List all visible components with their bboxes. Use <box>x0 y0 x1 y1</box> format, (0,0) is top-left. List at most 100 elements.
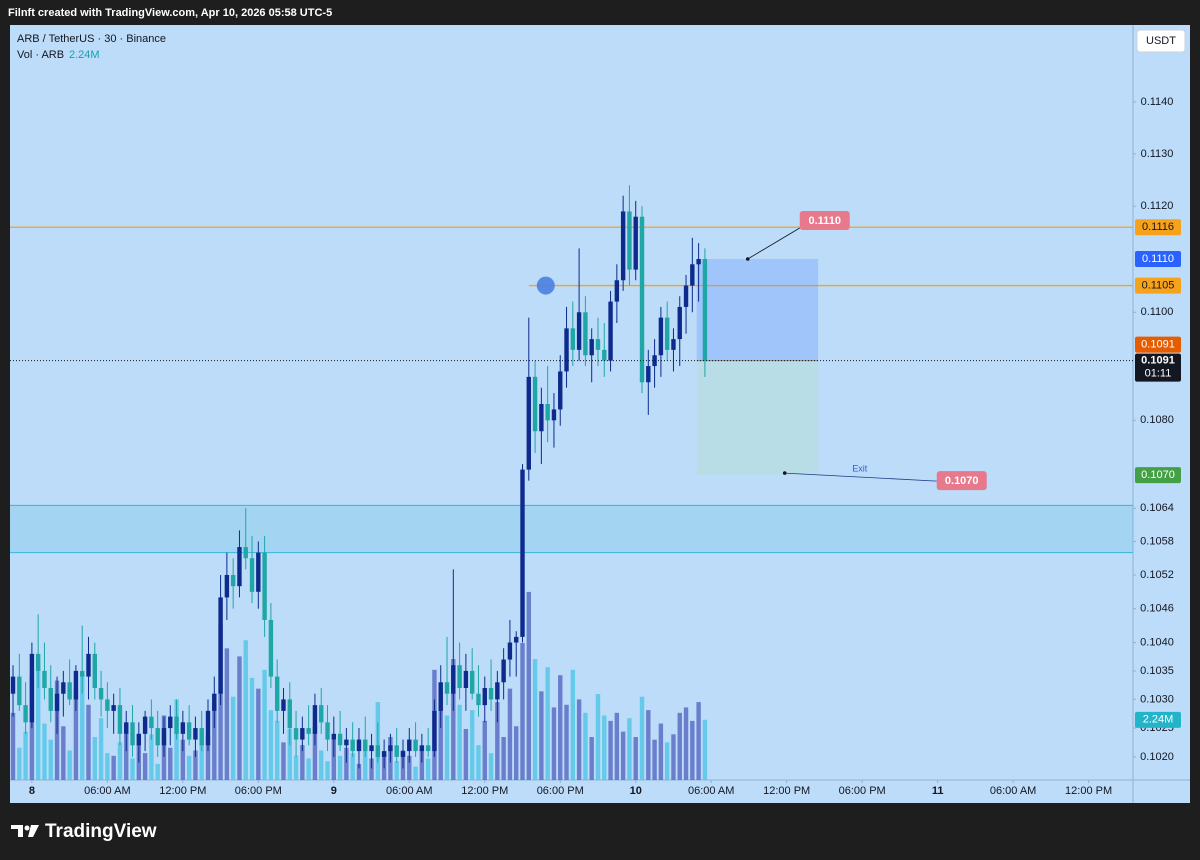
volume-bar <box>482 720 487 780</box>
volume-bar <box>394 761 399 780</box>
volume-bar <box>671 734 676 780</box>
volume-bar <box>551 707 557 780</box>
candle-body <box>570 328 576 350</box>
volume-bar <box>48 739 53 780</box>
volume-bar <box>73 688 79 780</box>
volume-bar <box>237 656 242 780</box>
candle-body <box>281 699 286 711</box>
footer-brand: TradingView <box>45 821 157 842</box>
volume-bar <box>350 753 355 780</box>
stop-tag <box>1135 467 1181 484</box>
candle-body <box>514 636 519 643</box>
volume-bar <box>501 737 506 780</box>
volume-bar <box>583 712 588 780</box>
position-stop <box>696 360 819 476</box>
candle-body <box>111 705 116 711</box>
volume-bar <box>451 659 456 780</box>
candle-body <box>690 264 695 286</box>
candle-body <box>42 670 47 688</box>
volume-bar <box>683 707 689 780</box>
x-tick-label: 06:00 PM <box>235 785 282 797</box>
candle-body <box>54 693 60 711</box>
currency-box[interactable] <box>1136 29 1186 53</box>
candle-body <box>130 722 135 746</box>
candle-body <box>545 403 550 421</box>
volume-bar <box>35 664 41 780</box>
callout-box <box>936 471 987 491</box>
candle-body <box>287 699 292 729</box>
volume-bar <box>193 750 198 780</box>
candle-body <box>67 682 72 700</box>
candle-body <box>23 705 28 723</box>
y-tick-label: 0.1035 <box>1140 665 1174 677</box>
candle-body <box>337 733 343 746</box>
volume-tag <box>1135 711 1181 728</box>
volume-bar <box>602 715 607 780</box>
candle-body <box>507 642 513 660</box>
volume-bar <box>507 688 513 780</box>
candle-body <box>180 722 186 734</box>
volume-bar <box>608 720 613 780</box>
candle-body <box>161 728 167 746</box>
volume-bar <box>174 699 179 780</box>
candle-body <box>92 653 97 688</box>
candle-body <box>375 745 381 757</box>
x-tick-label: 8 <box>29 785 35 797</box>
candle-body <box>300 728 305 740</box>
candle-body <box>614 280 620 302</box>
candle-body <box>10 676 16 694</box>
candle-body <box>256 552 261 592</box>
candle-body <box>539 403 544 432</box>
candle-body <box>532 376 538 432</box>
candle-body <box>583 312 588 356</box>
callout-dot <box>745 257 750 261</box>
y-tick-label: 0.1040 <box>1140 636 1174 648</box>
volume-bar <box>293 755 299 780</box>
candle-body <box>136 733 142 746</box>
candle-body <box>73 670 79 700</box>
volume-bar <box>281 742 286 780</box>
volume-bar <box>105 753 110 780</box>
volume-bar <box>564 704 569 780</box>
candle-body <box>249 558 255 592</box>
candle-body <box>589 339 594 356</box>
candle-body <box>646 366 651 383</box>
candle-body <box>312 705 318 734</box>
candle-body <box>80 670 85 677</box>
candle-body <box>48 687 53 711</box>
y-tick-label: 0.1140 <box>1141 96 1174 108</box>
volume-bar <box>117 742 123 780</box>
volume-bar <box>369 758 374 780</box>
candle-body <box>400 751 406 757</box>
candle-body <box>683 285 689 307</box>
volume-bar <box>520 642 525 780</box>
candle-body <box>469 670 475 694</box>
candle-body <box>212 693 217 711</box>
volume-bar <box>526 591 531 780</box>
candle-body <box>658 317 664 356</box>
callout-label: 0.1070 <box>945 475 979 487</box>
x-tick-label: 06:00 AM <box>84 785 130 797</box>
candle-body <box>664 317 670 350</box>
volume-bar <box>407 755 412 780</box>
x-tick-label: 06:00 AM <box>688 785 734 797</box>
volume-bar <box>702 719 708 780</box>
line-tag <box>1135 219 1181 236</box>
candle-body <box>501 659 506 683</box>
candle-body <box>394 745 399 757</box>
volume-bar <box>570 669 576 780</box>
volume-bar <box>532 659 538 780</box>
candle-body <box>174 716 179 734</box>
x-tick-label: 9 <box>331 785 337 797</box>
volume-bar <box>243 640 248 780</box>
candle-body <box>558 371 563 410</box>
candle-body <box>142 716 148 734</box>
x-tick-label: 12:00 PM <box>763 785 810 797</box>
candle-body <box>186 722 192 740</box>
candle-body <box>319 705 324 723</box>
volume-bar <box>469 710 475 780</box>
y-tick-label: 0.1100 <box>1141 306 1174 318</box>
logo-mark <box>11 825 23 837</box>
exit-label: Exit <box>852 463 868 473</box>
position-target <box>696 258 819 361</box>
